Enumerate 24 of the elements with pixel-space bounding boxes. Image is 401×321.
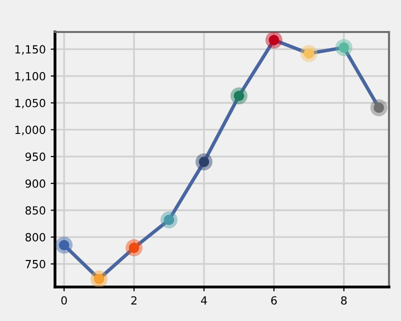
point: [300, 44, 318, 62]
point: [126, 239, 143, 256]
point: [195, 153, 212, 170]
y-tick-label: 1,100: [15, 72, 46, 82]
point: [230, 87, 248, 104]
x-tick-label: 2: [131, 296, 136, 304]
y-tick-label: 1,050: [15, 98, 46, 108]
y-tick-label: 950: [25, 152, 46, 161]
point: [56, 236, 73, 254]
x-tick-label: 0: [61, 296, 67, 305]
x-tick-label: 6: [271, 296, 277, 305]
point: [265, 32, 282, 49]
point: [160, 211, 178, 228]
point: [370, 99, 388, 116]
x-tick-label: 8: [341, 296, 347, 305]
x-tick-label: 4: [200, 296, 207, 304]
y-tick-label: 750: [26, 260, 46, 268]
y-tick-label: 800: [26, 233, 46, 242]
y-tick-label: 1,150: [15, 45, 46, 55]
point: [90, 270, 108, 287]
point: [335, 39, 352, 56]
y-tick-label: 1,000: [15, 126, 46, 136]
y-tick-label: 850: [26, 206, 46, 215]
y-tick-label: 900: [25, 179, 46, 188]
